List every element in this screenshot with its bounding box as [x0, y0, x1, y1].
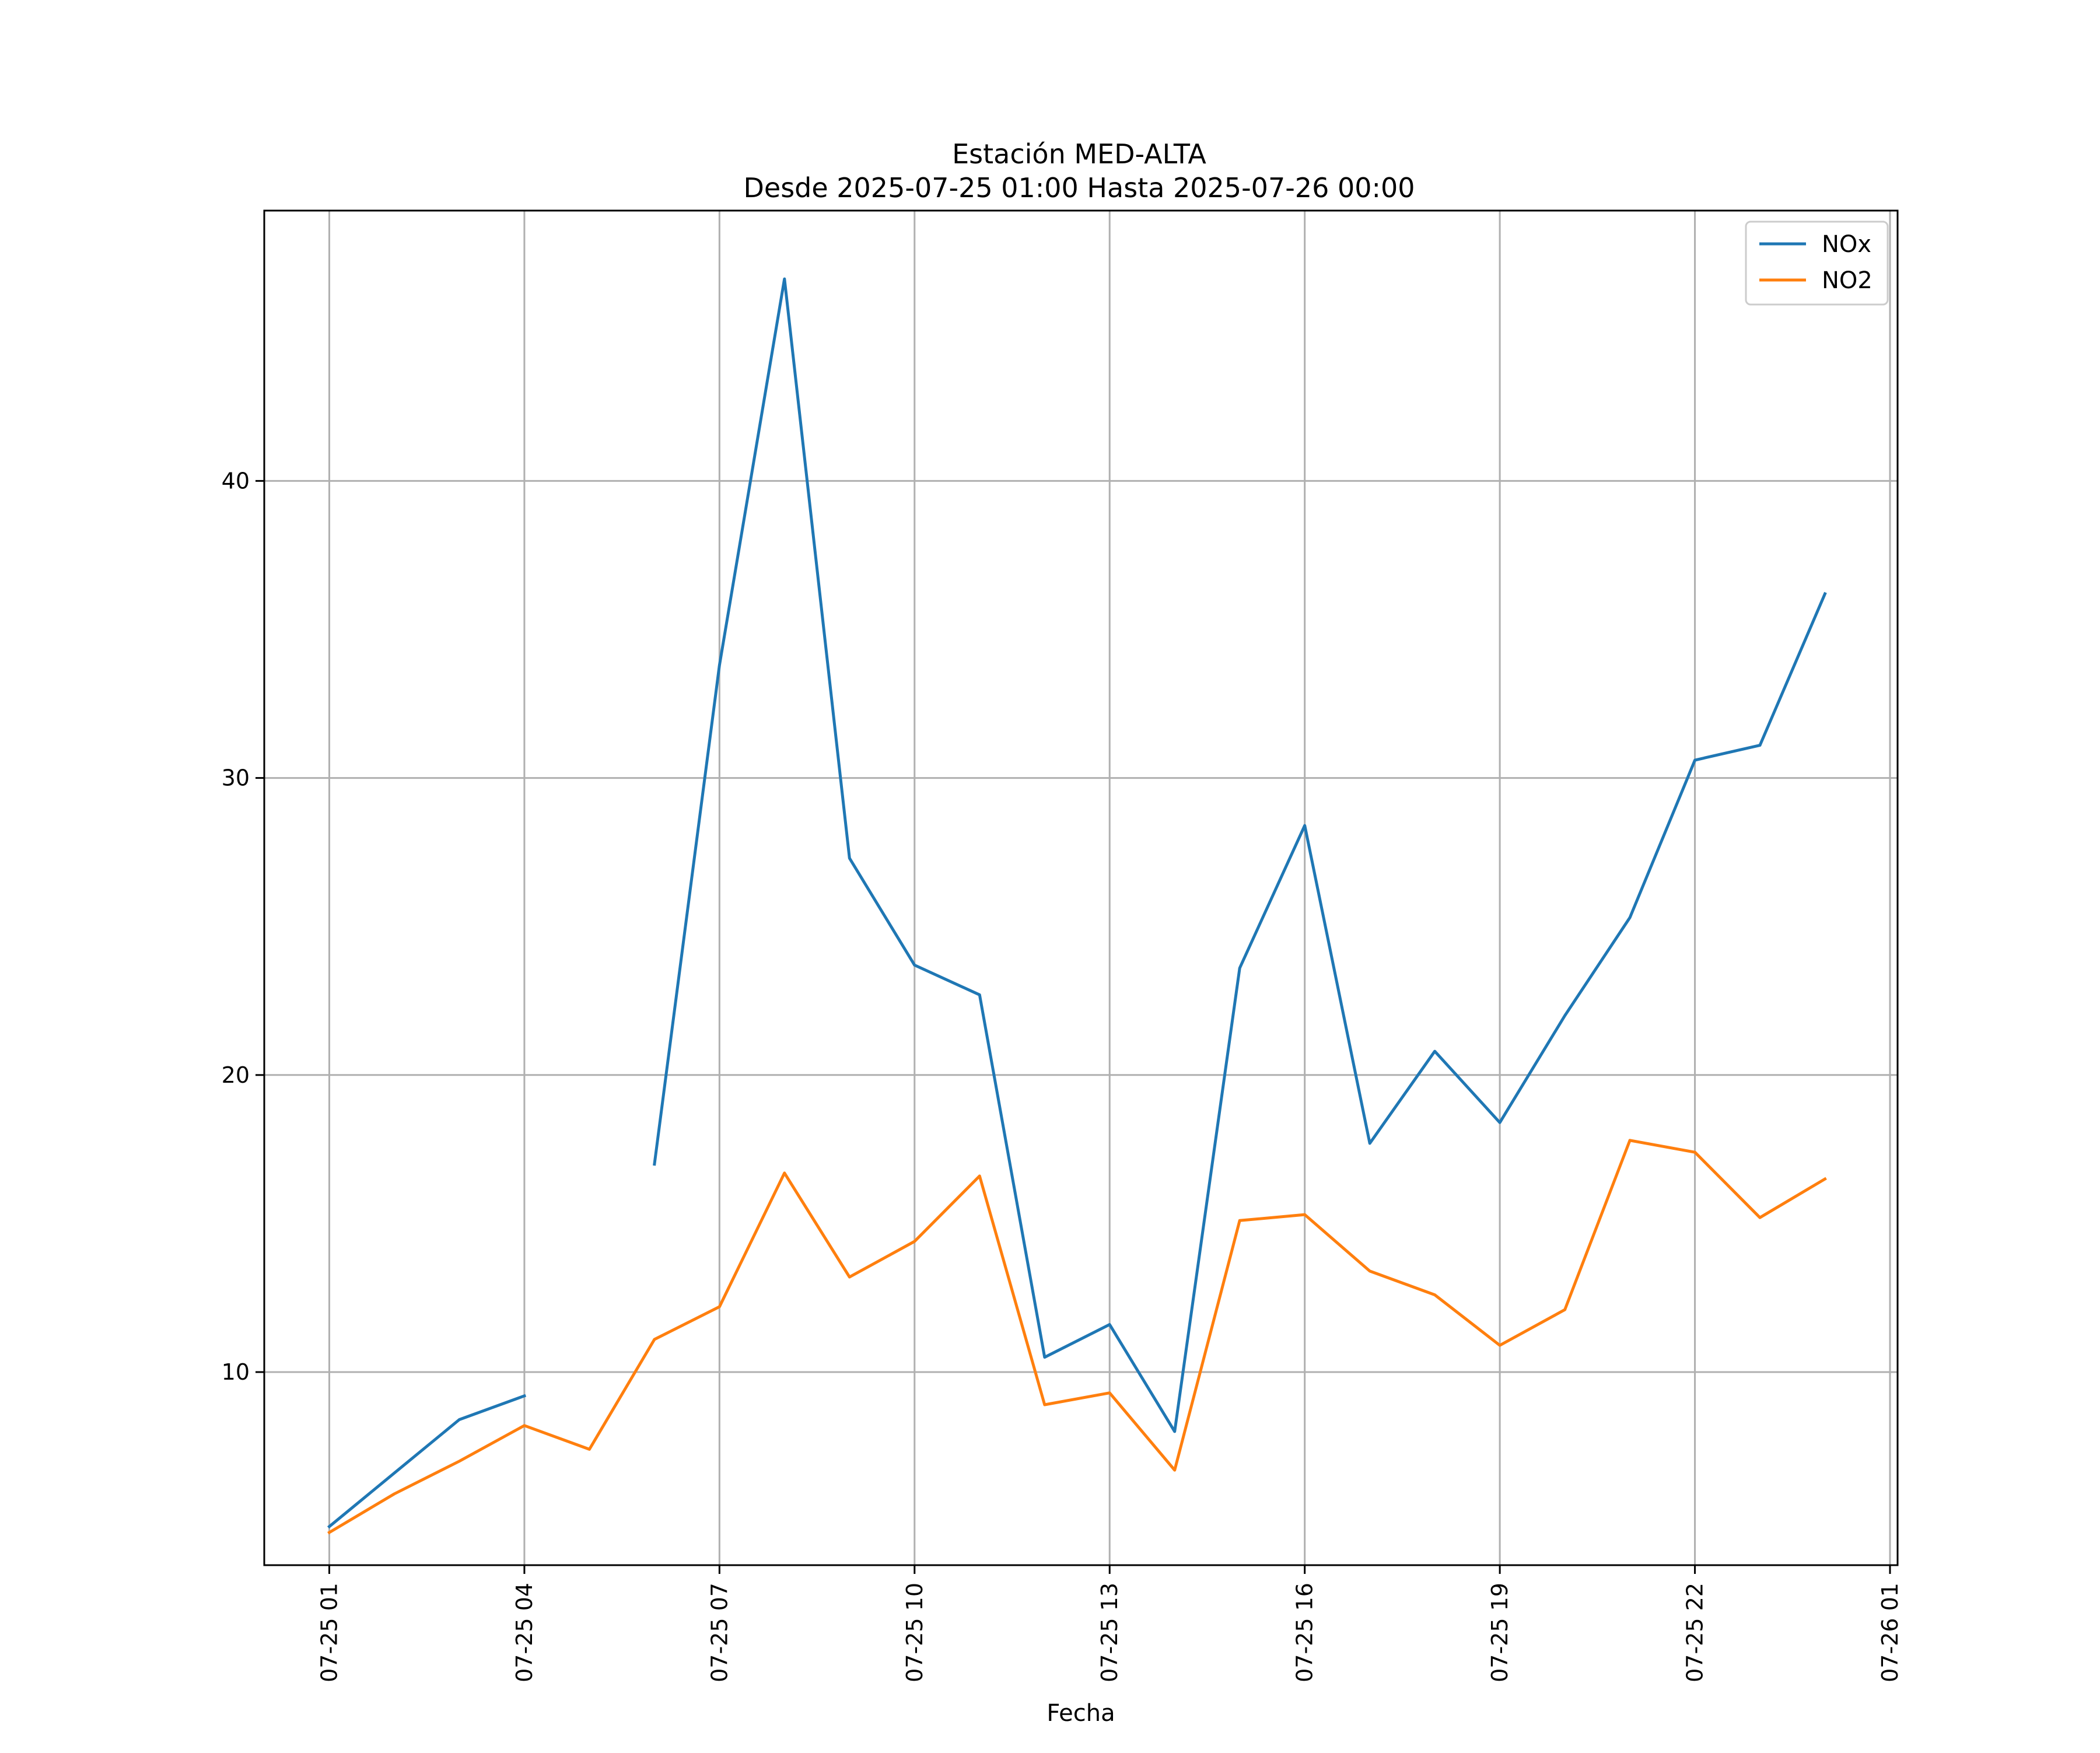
data-point-no2: [849, 1277, 850, 1278]
data-point-no2: [979, 1175, 980, 1176]
data-point-nox: [1304, 825, 1305, 826]
data-point-nox: [1434, 1051, 1435, 1052]
series-lines: [327, 277, 1827, 1535]
y-tick-label: 30: [222, 765, 250, 791]
data-point-nox: [849, 858, 850, 859]
data-point-no2: [1174, 1470, 1175, 1471]
x-tick-label: 07-25 22: [1682, 1583, 1708, 1682]
y-tick-label: 40: [222, 468, 250, 494]
x-tick-label: 07-25 04: [512, 1583, 537, 1682]
axis-ticks: 07-25 01 07-25 04 07-25 07 07-25 10 07-25 13…: [222, 468, 1903, 1682]
y-tick-label: 20: [222, 1062, 250, 1088]
plot-frame: [263, 209, 1899, 1566]
y-tick-label: 10: [222, 1359, 250, 1385]
grid: [264, 211, 1898, 1565]
data-point-no2: [719, 1306, 720, 1307]
legend-label-nox: NOx: [1822, 231, 1871, 258]
x-tick-label: 07-25 01: [316, 1583, 342, 1682]
x-tick-label: 07-26 01: [1877, 1583, 1903, 1682]
x-tick-label: 07-25 13: [1097, 1583, 1122, 1682]
legend-label-no2: NO2: [1822, 267, 1873, 294]
data-point-nox: [459, 1419, 460, 1420]
data-point-nox: [719, 665, 720, 666]
chart-subtitle: Desde 2025-07-25 01:00 Hasta 2025-07-26 …: [743, 172, 1415, 204]
data-point-no2: [1434, 1294, 1435, 1295]
series-line-no2: [327, 1139, 1827, 1535]
data-point-no2: [589, 1449, 590, 1450]
chart-title: Estación MED-ALTA: [952, 138, 1206, 170]
data-point-nox: [329, 1526, 330, 1527]
x-tick-label: 07-25 16: [1292, 1583, 1318, 1682]
x-tick-label: 07-25 19: [1487, 1583, 1513, 1682]
x-tick-label: 07-25 07: [706, 1583, 732, 1682]
series-line-nox: [327, 277, 1827, 1529]
x-axis-label: Fecha: [1046, 1700, 1115, 1727]
x-tick-label: 07-25 10: [902, 1583, 928, 1682]
data-point-nox: [1174, 1431, 1175, 1432]
data-point-nox: [1564, 1015, 1565, 1016]
legend: NOx NO2: [1745, 221, 1889, 306]
